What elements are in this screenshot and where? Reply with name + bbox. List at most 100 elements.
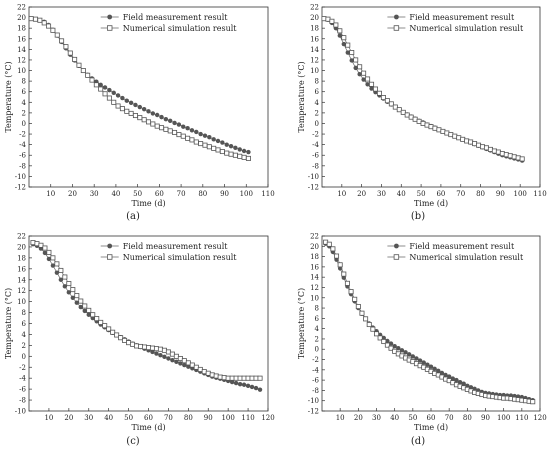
data-point-field xyxy=(220,140,225,145)
data-point-simulation xyxy=(154,123,160,129)
data-point-field xyxy=(439,370,445,376)
data-point-simulation xyxy=(400,109,406,115)
legend-label: Field measurement result xyxy=(123,242,229,251)
data-point-simulation xyxy=(76,62,82,68)
x-tick-label: 30 xyxy=(372,414,381,422)
y-tick-label: 18 xyxy=(17,25,26,33)
data-point-simulation xyxy=(70,287,76,293)
legend-marker-field xyxy=(107,14,113,20)
data-point-simulation xyxy=(102,323,108,329)
x-tick-label: 20 xyxy=(354,414,363,422)
data-point-simulation xyxy=(78,298,84,304)
y-tick-label: 20 xyxy=(17,243,26,251)
data-point-field xyxy=(158,353,163,358)
data-point-simulation xyxy=(228,151,234,157)
data-point-field xyxy=(349,58,354,63)
y-tick-label: -4 xyxy=(312,366,319,374)
x-tick-label: 70 xyxy=(177,190,186,198)
data-point-simulation xyxy=(206,144,212,150)
plot-frame xyxy=(28,6,269,188)
x-tick-label: 110 xyxy=(261,190,274,198)
data-point-simulation xyxy=(217,374,223,380)
x-tick-label: 30 xyxy=(90,190,99,198)
data-point-simulation xyxy=(229,375,235,381)
data-point-simulation xyxy=(132,113,138,119)
y-tick-label: 12 xyxy=(310,56,319,64)
data-point-simulation xyxy=(89,77,95,83)
y-tick-label: 0 xyxy=(315,346,319,354)
data-point-simulation xyxy=(63,44,69,50)
y-tick-label: 12 xyxy=(17,56,26,64)
y-tick-label: 8 xyxy=(22,309,26,317)
data-point-field xyxy=(141,106,147,112)
data-point-field xyxy=(42,250,48,256)
y-tick-label: -10 xyxy=(308,173,319,181)
x-axis-label: Time (d) xyxy=(131,423,165,432)
data-point-field xyxy=(369,86,374,91)
data-point-field xyxy=(170,357,175,363)
x-tick-label: 40 xyxy=(390,414,399,422)
data-point-simulation xyxy=(388,101,394,107)
data-point-simulation xyxy=(384,342,390,348)
y-tick-label: 2 xyxy=(315,109,319,117)
data-point-field xyxy=(450,376,455,381)
data-point-simulation xyxy=(201,369,207,375)
data-point-simulation xyxy=(348,289,354,295)
data-point-simulation xyxy=(352,296,358,302)
y-tick-label: 22 xyxy=(310,4,319,12)
data-point-simulation xyxy=(181,358,187,364)
y-tick-label: 20 xyxy=(310,243,319,251)
y-tick-label: 18 xyxy=(310,25,319,33)
x-tick-label: 90 xyxy=(481,414,490,422)
legend-marker-field xyxy=(394,14,399,20)
data-point-simulation xyxy=(90,312,96,318)
data-point-simulation xyxy=(30,240,36,246)
x-tick-label: 50 xyxy=(408,414,417,422)
y-tick-label: -12 xyxy=(15,184,26,192)
x-tick-label: 10 xyxy=(337,190,346,198)
data-point-field xyxy=(410,354,416,359)
y-tick-label: 16 xyxy=(17,35,26,43)
data-point-simulation xyxy=(111,99,117,105)
data-point-simulation xyxy=(365,76,371,82)
data-point-simulation xyxy=(355,304,361,310)
data-point-simulation xyxy=(205,370,211,376)
data-point-field xyxy=(428,364,434,369)
data-point-simulation xyxy=(213,373,219,379)
data-point-simulation xyxy=(80,68,86,74)
data-point-simulation xyxy=(233,375,239,381)
legend-label: Field measurement result xyxy=(409,13,515,22)
data-point-field xyxy=(253,385,259,391)
data-point-simulation xyxy=(106,326,112,332)
y-axis-label: Temperature (°C) xyxy=(4,288,13,359)
y-tick-label: 14 xyxy=(310,46,319,54)
x-tick-label: 110 xyxy=(515,414,528,422)
data-point-field xyxy=(120,95,125,101)
y-tick-label: 4 xyxy=(315,99,320,107)
data-point-field xyxy=(154,112,160,118)
y-tick-label: 20 xyxy=(17,14,26,22)
data-point-field xyxy=(58,277,64,282)
x-tick-label: 120 xyxy=(533,414,546,422)
data-point-simulation xyxy=(46,249,52,255)
data-point-simulation xyxy=(349,50,355,56)
data-point-simulation xyxy=(198,141,204,147)
y-tick-label: -10 xyxy=(15,173,26,181)
y-tick-label: 6 xyxy=(315,88,320,96)
data-point-simulation xyxy=(124,108,130,114)
data-point-field xyxy=(396,346,401,351)
data-point-field xyxy=(115,93,121,98)
data-point-simulation xyxy=(215,147,221,153)
plot-frame xyxy=(28,235,269,412)
data-point-field xyxy=(388,341,394,346)
y-tick-label: -8 xyxy=(312,387,319,395)
data-point-simulation xyxy=(361,70,367,76)
data-point-simulation xyxy=(359,310,365,316)
data-point-field xyxy=(341,41,346,47)
x-tick-label: 10 xyxy=(336,414,345,422)
y-tick-label: -10 xyxy=(15,408,26,416)
y-tick-label: -8 xyxy=(19,397,26,405)
data-point-simulation xyxy=(341,271,347,277)
data-point-simulation xyxy=(169,351,175,357)
